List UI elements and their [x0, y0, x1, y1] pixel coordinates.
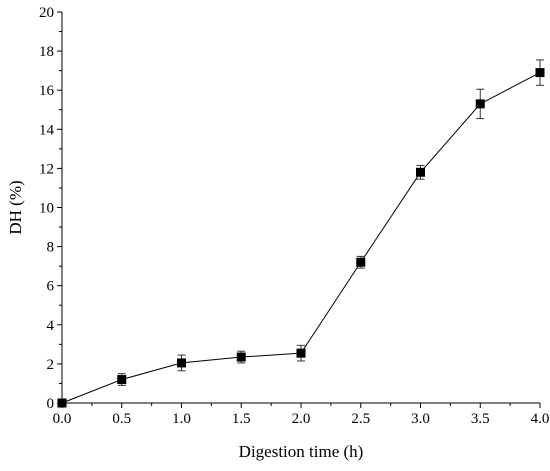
x-tick-label: 4.0: [531, 411, 550, 427]
x-tick-label: 1.0: [172, 411, 191, 427]
x-tick-label: 2.0: [292, 411, 311, 427]
y-tick-label: 18: [39, 44, 54, 60]
x-axis-title: Digestion time (h): [239, 442, 364, 461]
y-axis-title: DH (%): [6, 180, 25, 234]
x-tick-label: 2.5: [351, 411, 370, 427]
series: [57, 59, 545, 408]
x-tick-label: 1.5: [232, 411, 251, 427]
data-point: [356, 257, 366, 267]
axes: [61, 12, 540, 404]
x-tick-label: 0.0: [53, 411, 72, 427]
data-point: [535, 68, 545, 78]
x-tick-label: 0.5: [112, 411, 131, 427]
y-tick-label: 14: [39, 122, 55, 138]
y-tick-label: 20: [39, 5, 54, 21]
y-tick-label: 4: [47, 318, 55, 334]
x-tick-label: 3.5: [471, 411, 490, 427]
y-tick-label: 0: [47, 396, 55, 412]
y-tick-label: 2: [47, 357, 55, 373]
y-tick-label: 12: [39, 161, 54, 177]
data-point: [177, 358, 186, 368]
x-tick-label: 3.0: [411, 411, 430, 427]
y-tick-label: 10: [39, 201, 54, 217]
data-point: [296, 348, 306, 358]
y-tick-label: 6: [47, 279, 55, 295]
y-tick-label: 8: [47, 240, 55, 256]
y-tick-label: 16: [39, 83, 55, 99]
data-point: [416, 167, 425, 177]
data-point: [117, 375, 127, 385]
data-point: [57, 398, 67, 408]
data-point: [475, 99, 485, 109]
data-point: [236, 352, 246, 362]
ticks: 0.0 0.5 1.0 1.5 2.0 2.5 3.0 3.5 4.0 0 2 4 6 8 10 12 14 16…: [39, 5, 549, 427]
